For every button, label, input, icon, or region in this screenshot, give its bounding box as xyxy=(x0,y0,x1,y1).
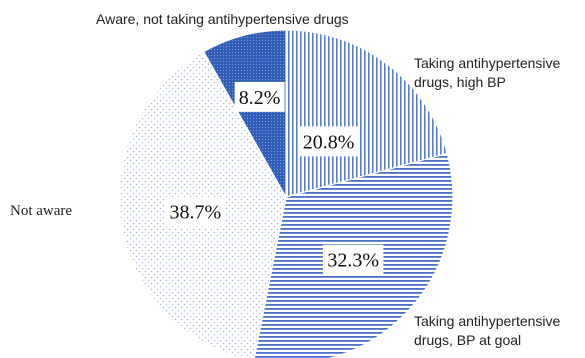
label-not-aware: Not aware xyxy=(10,203,73,219)
pct-label-taking-at-goal-box xyxy=(322,244,384,275)
slice-aware-not-taking xyxy=(202,29,287,200)
pct-label-taking-at-goal: 32.3% xyxy=(327,250,379,272)
pct-label-not-aware: 38.7% xyxy=(169,202,221,224)
pct-label-aware-not-taking-box xyxy=(234,81,285,112)
pct-label-aware-not-taking: 8.2% xyxy=(239,87,281,109)
pct-label-not-aware-box xyxy=(165,196,226,227)
pct-label-taking-high-bp: 20.8% xyxy=(303,131,355,153)
label-taking-high-bp: Taking antihypertensive drugs, high BP xyxy=(414,55,561,90)
pct-label-taking-high-bp-box xyxy=(298,126,359,157)
label-taking-at-goal: Taking antihypertensive drugs, BP at goa… xyxy=(414,313,561,348)
label-aware-not-taking: Aware, not taking antihypertensive drugs xyxy=(96,11,349,27)
